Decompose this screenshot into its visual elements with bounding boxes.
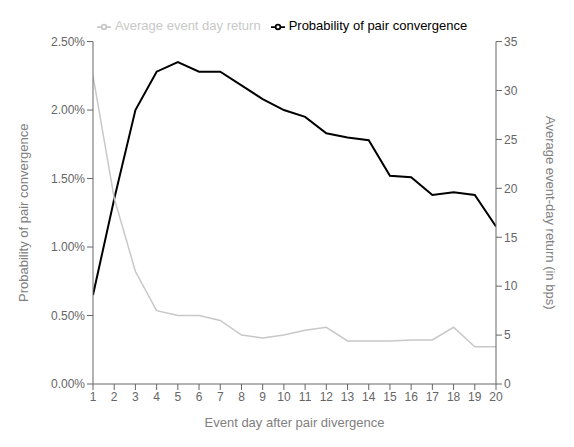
- svg-text:Average event-day return (in b: Average event-day return (in bps): [543, 116, 558, 309]
- svg-text:3: 3: [132, 390, 139, 404]
- svg-text:25: 25: [504, 133, 518, 147]
- svg-text:18: 18: [447, 390, 461, 404]
- html-text:Probability of pair convergenc: Probability of pair convergence: [288, 18, 468, 33]
- svg-text:19: 19: [468, 390, 482, 404]
- svg-text:13: 13: [341, 390, 355, 404]
- svg-text:10: 10: [504, 279, 518, 293]
- svg-text:0.00%: 0.00%: [51, 377, 85, 391]
- svg-text:15: 15: [383, 390, 397, 404]
- svg-text:0.50%: 0.50%: [51, 309, 85, 323]
- svg-text:2: 2: [111, 390, 118, 404]
- svg-text:7: 7: [217, 390, 224, 404]
- svg-text:5: 5: [174, 390, 181, 404]
- svg-text:8: 8: [238, 390, 245, 404]
- svg-text:4: 4: [153, 390, 160, 404]
- svg-text:10: 10: [277, 390, 291, 404]
- svg-text:9: 9: [259, 390, 266, 404]
- html-text:Average event day return: Average event day return: [114, 18, 261, 33]
- svg-text:0: 0: [504, 377, 511, 391]
- svg-text:20: 20: [504, 182, 518, 196]
- svg-text:1.50%: 1.50%: [51, 172, 85, 186]
- svg-text:1: 1: [90, 390, 97, 404]
- svg-text:Event day after pair divergenc: Event day after pair divergence: [205, 415, 385, 430]
- svg-text:Probability of pair convergenc: Probability of pair convergence: [16, 124, 31, 303]
- svg-text:35: 35: [504, 35, 518, 49]
- svg-text:30: 30: [504, 84, 518, 98]
- svg-text:20: 20: [489, 390, 503, 404]
- svg-text:1.00%: 1.00%: [51, 240, 85, 254]
- svg-text:12: 12: [320, 390, 334, 404]
- svg-text:11: 11: [299, 390, 312, 404]
- svg-text:15: 15: [504, 231, 518, 245]
- svg-text:16: 16: [404, 390, 418, 404]
- svg-text:2.50%: 2.50%: [51, 35, 85, 49]
- svg-text:14: 14: [362, 390, 376, 404]
- svg-text:2.00%: 2.00%: [51, 103, 85, 117]
- svg-text:5: 5: [504, 328, 511, 342]
- svg-text:6: 6: [196, 390, 203, 404]
- svg-text:17: 17: [426, 390, 440, 404]
